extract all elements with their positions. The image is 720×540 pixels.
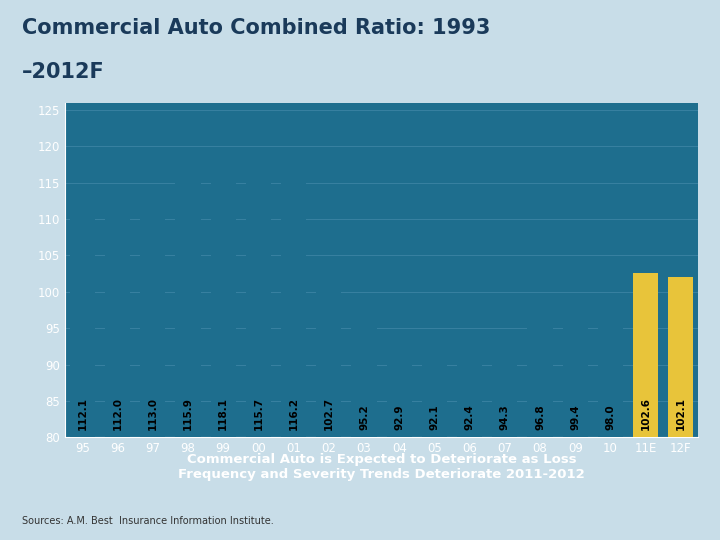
Text: 115.7: 115.7: [253, 397, 264, 430]
Bar: [316, 272, 341, 437]
Text: 95.2: 95.2: [359, 404, 369, 430]
Bar: [281, 174, 306, 437]
Text: Commercial Auto is Expected to Deteriorate as Loss
Frequency and Severity Trends: Commercial Auto is Expected to Deteriora…: [179, 453, 585, 481]
Text: 112.1: 112.1: [78, 397, 87, 430]
Bar: [387, 343, 412, 437]
Bar: [422, 349, 447, 437]
Text: 113.0: 113.0: [148, 397, 158, 430]
Text: 96.8: 96.8: [535, 404, 545, 430]
Bar: [562, 296, 588, 437]
Bar: [598, 306, 623, 437]
Text: –2012F: –2012F: [22, 63, 104, 83]
Bar: [105, 205, 130, 437]
Bar: [633, 273, 658, 437]
Text: 94.3: 94.3: [500, 404, 510, 430]
Text: 102.7: 102.7: [324, 397, 334, 430]
Text: 102.1: 102.1: [676, 397, 686, 430]
Bar: [246, 178, 271, 437]
Bar: [457, 347, 482, 437]
Text: Sources: A.M. Best  Insurance Information Institute.: Sources: A.M. Best Insurance Information…: [22, 516, 274, 526]
Text: 112.0: 112.0: [112, 397, 122, 430]
Bar: [527, 315, 553, 437]
Text: 102.6: 102.6: [641, 397, 651, 430]
Bar: [210, 160, 236, 437]
Bar: [668, 276, 693, 437]
Text: 92.9: 92.9: [395, 404, 404, 430]
Text: 116.2: 116.2: [289, 397, 299, 430]
Text: 118.1: 118.1: [218, 397, 228, 430]
Text: Commercial Auto Combined Ratio: 1993: Commercial Auto Combined Ratio: 1993: [22, 18, 490, 38]
Bar: [140, 197, 166, 437]
Text: 92.4: 92.4: [464, 404, 474, 430]
Bar: [492, 333, 518, 437]
Text: 99.4: 99.4: [570, 404, 580, 430]
Bar: [351, 327, 377, 437]
Text: 115.9: 115.9: [183, 397, 193, 430]
Bar: [176, 176, 201, 437]
Text: 92.1: 92.1: [429, 404, 439, 430]
Bar: [70, 204, 95, 437]
Text: 98.0: 98.0: [606, 404, 616, 430]
